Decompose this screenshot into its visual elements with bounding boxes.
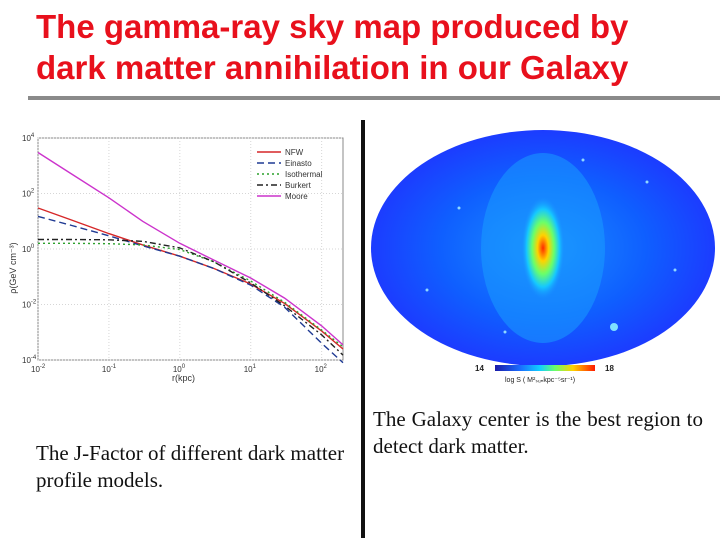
- legend-label: Isothermal: [285, 170, 323, 179]
- x-tick-label: 100: [173, 364, 186, 374]
- y-tick-label: 102: [22, 189, 35, 199]
- colorbar-min-label: 14: [475, 364, 484, 373]
- plot-grid: [37, 137, 343, 361]
- legend-label: Moore: [285, 192, 308, 201]
- x-axis-label: r(kpc): [172, 373, 195, 383]
- colorbar-label: log S ( M²ₛᵤₙkpc⁻⁵sr⁻¹): [505, 377, 575, 384]
- left-caption: The J-Factor of different dark matter pr…: [36, 441, 345, 492]
- plot-series: [37, 151, 344, 364]
- title-line-2: dark matter annihilation in our Galaxy: [36, 49, 629, 86]
- y-tick-label: 100: [22, 244, 35, 254]
- y-tick-label: 10-4: [22, 355, 37, 365]
- plot-legend: NFW Einasto Isothermal Burkert Moore: [257, 148, 323, 201]
- title-line-1: The gamma-ray sky map produced by: [36, 8, 629, 45]
- colorbar: [495, 365, 595, 371]
- y-axis-label: ρ(GeV cm⁻³): [8, 242, 18, 293]
- x-tick-label: 102: [315, 364, 328, 374]
- series-line-moore: [37, 151, 344, 346]
- column-divider: [361, 120, 365, 538]
- subhalo-dot: [503, 330, 507, 334]
- x-tick-label: 101: [244, 364, 257, 374]
- x-tick-label: 10-1: [102, 364, 117, 374]
- series-line-burkert: [38, 238, 344, 356]
- subhalo-dot: [645, 180, 649, 184]
- x-tick-label: 10-2: [31, 364, 46, 374]
- galactic-center-core: [521, 196, 565, 300]
- legend-label: Burkert: [285, 181, 312, 190]
- subhalo-dot: [457, 206, 461, 210]
- subhalo-dot: [673, 268, 677, 272]
- right-caption: The Galaxy center is the best region to …: [373, 407, 703, 458]
- series-line-einasto: [37, 215, 344, 364]
- series-line-isothermal: [38, 242, 344, 348]
- slide-title: The gamma-ray sky map produced by dark m…: [36, 6, 716, 88]
- subhalo-dot: [425, 288, 429, 292]
- bright-subhalo: [610, 323, 618, 331]
- subhalo-dot: [581, 158, 585, 162]
- title-underline: [28, 96, 720, 100]
- y-tick-label: 10-2: [22, 300, 37, 310]
- legend-label: Einasto: [285, 159, 312, 168]
- legend-label: NFW: [285, 148, 304, 157]
- colorbar-max-label: 18: [605, 364, 614, 373]
- gamma-ray-sky-map: 14 18 log S ( M²ₛᵤₙkpc⁻⁵sr⁻¹): [371, 130, 715, 384]
- y-tick-label: 104: [22, 133, 35, 143]
